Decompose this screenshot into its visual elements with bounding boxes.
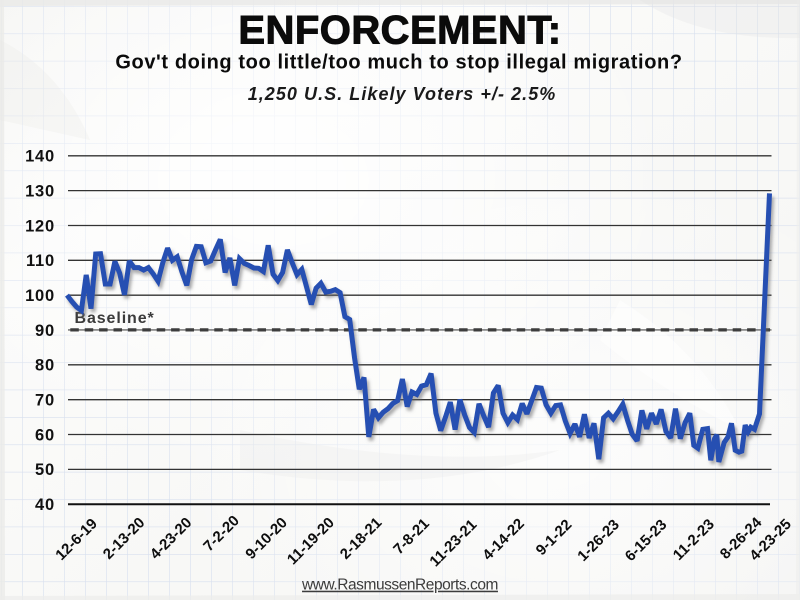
svg-text:60: 60 xyxy=(35,426,55,444)
svg-text:Gov't doing too little/too muc: Gov't doing too little/too much to stop … xyxy=(115,52,682,74)
svg-text:1,250 U.S. Likely Voters +/- 2: 1,250 U.S. Likely Voters +/- 2.5% xyxy=(248,84,557,104)
svg-text:70: 70 xyxy=(35,392,55,410)
svg-text:110: 110 xyxy=(26,252,55,270)
svg-text:Baseline*: Baseline* xyxy=(75,310,155,327)
svg-text:80: 80 xyxy=(35,357,55,375)
svg-text:120: 120 xyxy=(25,217,55,235)
svg-text:100: 100 xyxy=(25,287,55,305)
svg-text:ENFORCEMENT:: ENFORCEMENT: xyxy=(238,9,561,53)
svg-text:140: 140 xyxy=(25,148,55,166)
svg-text:50: 50 xyxy=(35,461,55,479)
svg-text:130: 130 xyxy=(25,182,55,200)
svg-text:www.RasmussenReports.com: www.RasmussenReports.com xyxy=(301,577,498,594)
svg-text:90: 90 xyxy=(35,322,55,340)
svg-text:40: 40 xyxy=(35,496,55,514)
